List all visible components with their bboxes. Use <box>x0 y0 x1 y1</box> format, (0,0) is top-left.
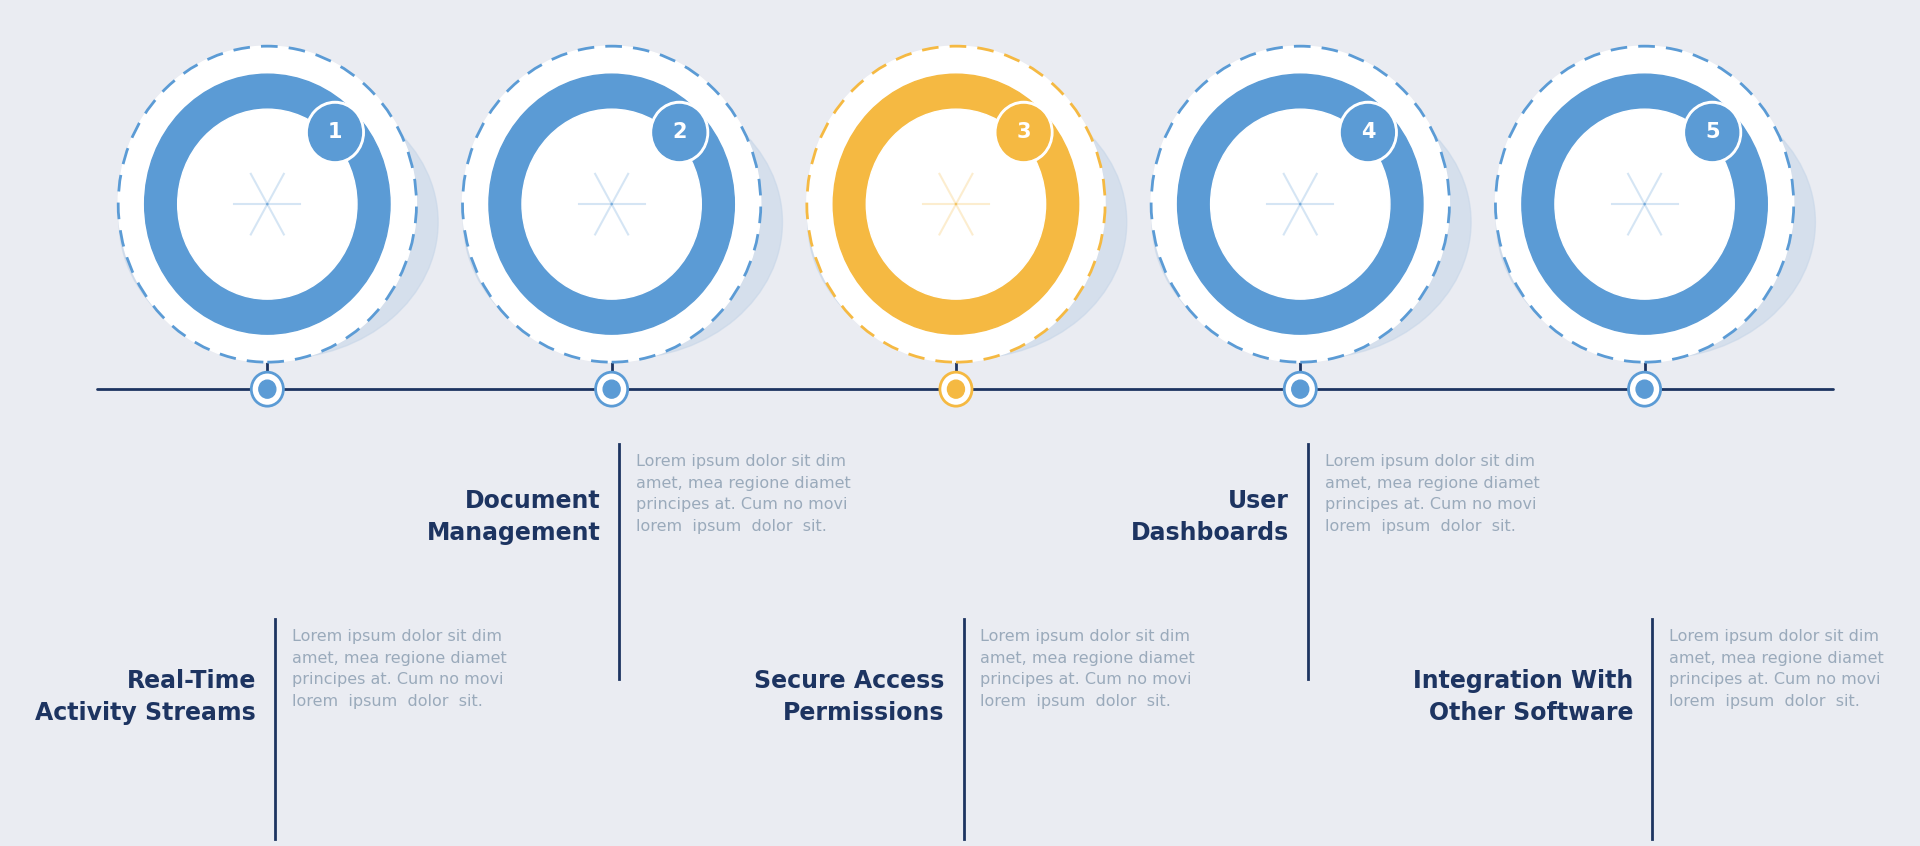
Circle shape <box>1152 47 1450 362</box>
Circle shape <box>947 380 964 398</box>
Ellipse shape <box>808 85 1127 359</box>
Circle shape <box>522 109 701 299</box>
Text: 1: 1 <box>328 123 342 142</box>
Circle shape <box>1342 104 1394 161</box>
Ellipse shape <box>463 85 783 359</box>
Circle shape <box>463 47 760 362</box>
Circle shape <box>653 104 707 161</box>
Ellipse shape <box>119 85 438 359</box>
Circle shape <box>833 74 1079 334</box>
Circle shape <box>309 104 361 161</box>
Text: 3: 3 <box>1016 123 1031 142</box>
Text: Lorem ipsum dolor sit dim
amet, mea regione diamet
principes at. Cum no movi
lor: Lorem ipsum dolor sit dim amet, mea regi… <box>1668 629 1884 709</box>
Circle shape <box>1523 74 1766 334</box>
Circle shape <box>941 372 972 406</box>
Circle shape <box>1684 102 1741 163</box>
Circle shape <box>806 47 1106 362</box>
Text: User
Dashboards: User Dashboards <box>1131 489 1288 545</box>
Circle shape <box>259 380 276 398</box>
Circle shape <box>866 109 1046 299</box>
Circle shape <box>1292 380 1309 398</box>
Text: Real-Time
Activity Streams: Real-Time Activity Streams <box>35 669 255 725</box>
Text: Lorem ipsum dolor sit dim
amet, mea regione diamet
principes at. Cum no movi
lor: Lorem ipsum dolor sit dim amet, mea regi… <box>292 629 507 709</box>
Circle shape <box>1636 380 1653 398</box>
Text: Lorem ipsum dolor sit dim
amet, mea regione diamet
principes at. Cum no movi
lor: Lorem ipsum dolor sit dim amet, mea regi… <box>636 454 851 534</box>
Text: Lorem ipsum dolor sit dim
amet, mea regione diamet
principes at. Cum no movi
lor: Lorem ipsum dolor sit dim amet, mea regi… <box>1325 454 1540 534</box>
Circle shape <box>1212 109 1390 299</box>
Circle shape <box>252 372 284 406</box>
Ellipse shape <box>1496 85 1816 359</box>
Circle shape <box>490 74 733 334</box>
Circle shape <box>1555 109 1734 299</box>
Circle shape <box>1686 104 1740 161</box>
Text: Document
Management: Document Management <box>426 489 601 545</box>
Text: Secure Access
Permissions: Secure Access Permissions <box>755 669 945 725</box>
Ellipse shape <box>1152 85 1471 359</box>
Circle shape <box>651 102 708 163</box>
Circle shape <box>1496 47 1793 362</box>
Text: Integration With
Other Software: Integration With Other Software <box>1413 669 1634 725</box>
Circle shape <box>595 372 628 406</box>
Circle shape <box>996 104 1050 161</box>
Circle shape <box>305 102 365 163</box>
Circle shape <box>1338 102 1398 163</box>
Circle shape <box>119 47 417 362</box>
Circle shape <box>603 380 620 398</box>
Circle shape <box>995 102 1052 163</box>
Circle shape <box>1628 372 1661 406</box>
Circle shape <box>1177 74 1423 334</box>
Circle shape <box>144 74 390 334</box>
Text: 4: 4 <box>1361 123 1375 142</box>
Text: Lorem ipsum dolor sit dim
amet, mea regione diamet
principes at. Cum no movi
lor: Lorem ipsum dolor sit dim amet, mea regi… <box>981 629 1196 709</box>
Circle shape <box>1284 372 1317 406</box>
Circle shape <box>179 109 357 299</box>
Text: 5: 5 <box>1705 123 1720 142</box>
Text: 2: 2 <box>672 123 687 142</box>
